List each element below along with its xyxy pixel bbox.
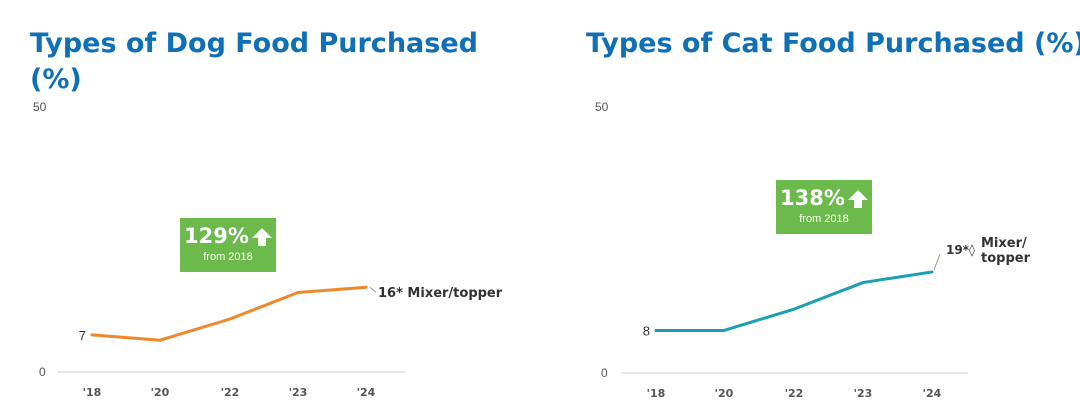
- cat-growth-caption: from 2018: [799, 213, 849, 225]
- cat-end-series-label-line: topper: [981, 251, 1031, 266]
- dog-start-value-label: 7: [79, 328, 86, 343]
- cat-end-series-label: Mixer/topper: [981, 236, 1031, 266]
- up-arrow-icon: [251, 228, 272, 246]
- cat-series-line: [654, 270, 934, 332]
- cat-x-tick-label: '23: [854, 387, 873, 400]
- dog-growth-badge: 129% from 2018: [180, 218, 276, 272]
- up-arrow-icon: [847, 190, 868, 208]
- dog-x-tick-label: '23: [289, 386, 308, 399]
- cat-start-value-label: 8: [643, 323, 650, 338]
- cat-end-series-label-line: Mixer/: [981, 236, 1027, 251]
- cat-x-tick-label: '24: [923, 387, 942, 400]
- dog-x-tick-label: '24: [357, 386, 376, 399]
- dog-growth-caption: from 2018: [203, 251, 253, 263]
- cat-x-tick-label: '22: [785, 387, 804, 400]
- dog-end-series-label: Mixer/topper: [407, 286, 502, 301]
- dog-x-tick-label: '18: [83, 386, 102, 399]
- dog-x-tick-label: '22: [221, 386, 240, 399]
- dog-y-tick-bottom: 0: [39, 365, 46, 379]
- cat-growth-value: 138%: [780, 186, 845, 210]
- dog-line-chart: 50 0 '18 '20 '22 '23 '24 7 16* Mixer/topper: [33, 100, 503, 399]
- dog-y-tick-top: 50: [33, 100, 47, 114]
- cat-end-value-label: 19*◊: [946, 243, 975, 257]
- cat-food-chart-panel: Types of Cat Food Purchased (%) 50 0 '18 '2…: [560, 0, 1080, 410]
- dog-x-tick-label: '20: [151, 386, 170, 399]
- cat-line-chart: 50 0 '18 '20 '22 '23 '24 8 19*◊ Mixer/topper: [595, 100, 1031, 400]
- dog-end-value-label: 16*: [378, 286, 407, 301]
- dog-end-label: 16* Mixer/topper: [378, 286, 503, 301]
- dog-chart-title: Types of Dog Food Purchased (%): [30, 28, 478, 95]
- cat-end-leader-line: [933, 253, 941, 271]
- dog-end-leader-line: [369, 286, 377, 293]
- cat-y-tick-top: 50: [595, 100, 609, 114]
- cat-growth-badge: 138% from 2018: [776, 180, 872, 234]
- dog-growth-value: 129%: [184, 224, 249, 248]
- cat-chart-title: Types of Cat Food Purchased (%): [586, 28, 1080, 59]
- dog-series-line: [90, 285, 368, 342]
- cat-y-tick-bottom: 0: [601, 366, 608, 380]
- cat-x-tick-label: '20: [715, 387, 734, 400]
- cat-x-tick-label: '18: [647, 387, 666, 400]
- dog-food-chart-panel: Types of Dog Food Purchased (%) 50 0 '18 '2…: [30, 28, 503, 399]
